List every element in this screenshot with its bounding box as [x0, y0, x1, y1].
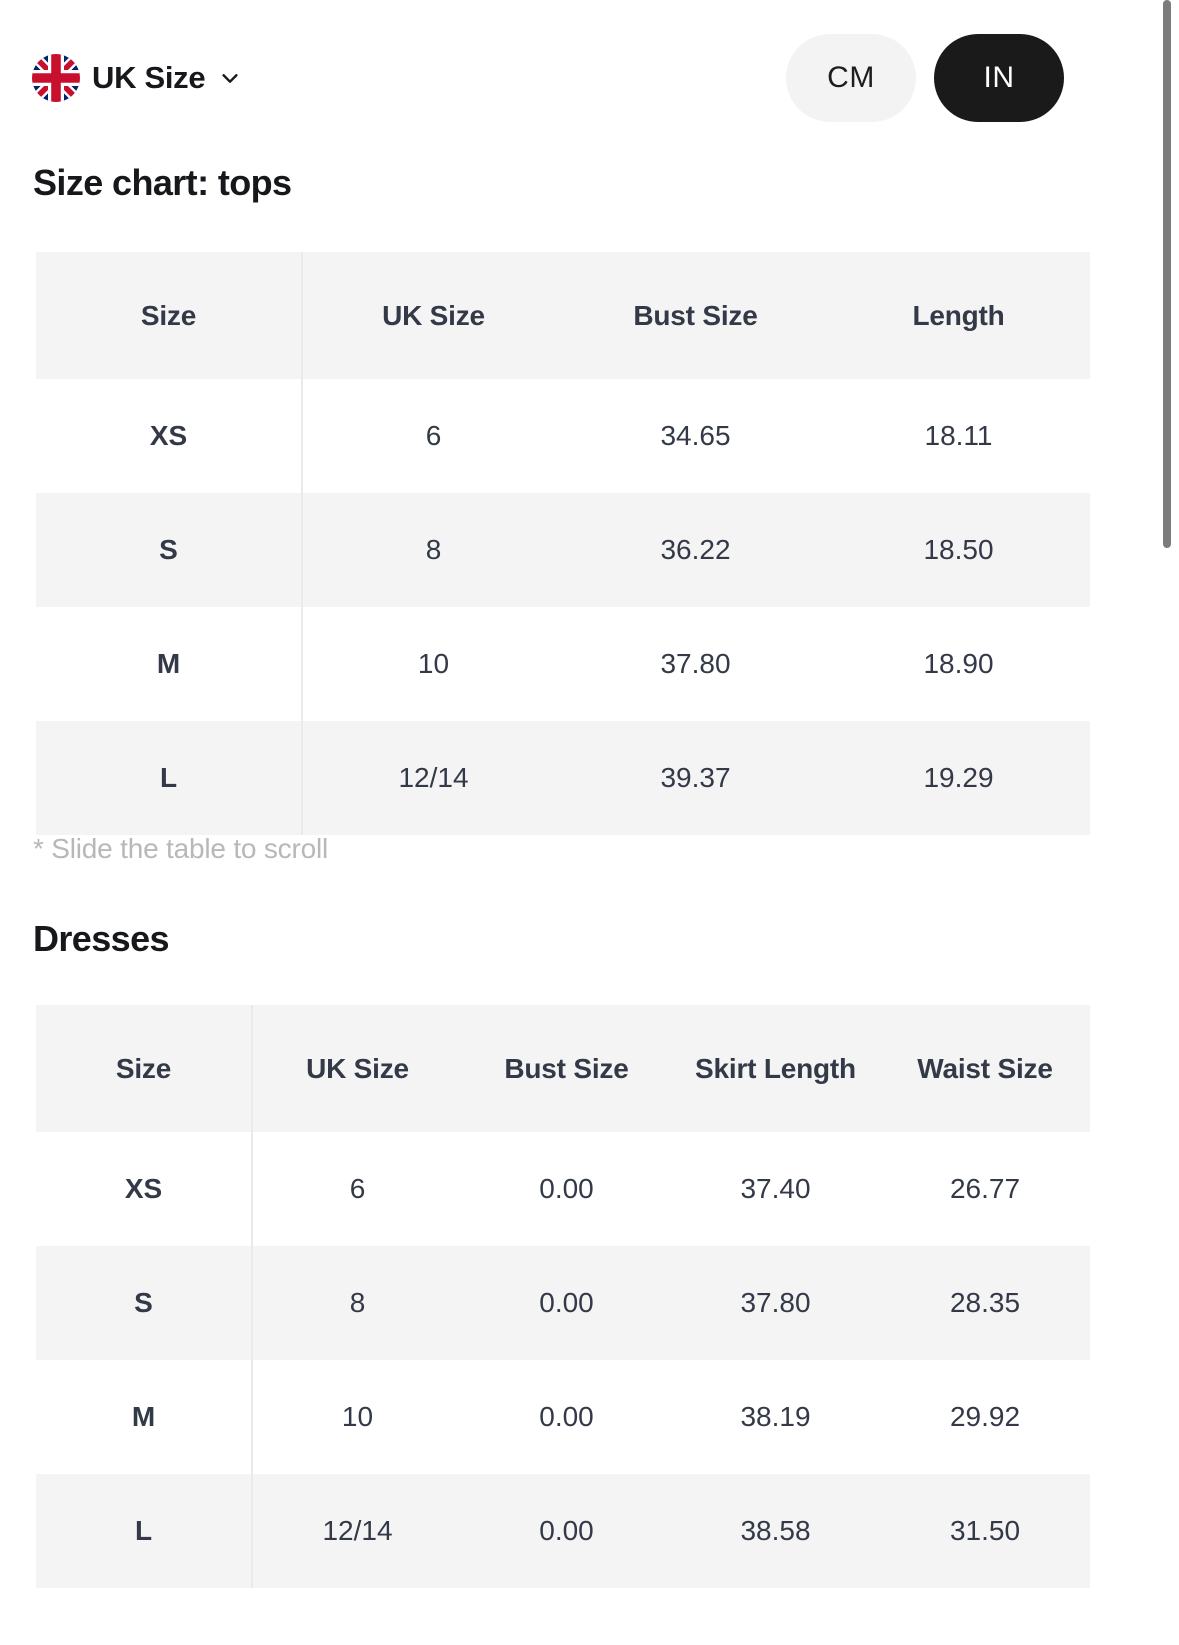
column-header-waist-size: Waist Size: [880, 1005, 1090, 1132]
table-row: S 8 36.22 18.50: [36, 493, 1090, 607]
cell-size: L: [36, 1474, 253, 1588]
column-header-bust-size: Bust Size: [564, 252, 827, 379]
column-header-size: Size: [36, 1005, 253, 1132]
column-header-uk-size: UK Size: [252, 1005, 462, 1132]
cell-size: M: [36, 607, 303, 721]
size-table-tops: Size UK Size Bust Size Length XS 6 34.65…: [36, 252, 1090, 835]
cell-uk-size: 12/14: [252, 1474, 462, 1588]
table-row: L 12/14 0.00 38.58 31.50: [36, 1474, 1090, 1588]
cell-bust-size: 0.00: [462, 1132, 671, 1246]
column-header-uk-size: UK Size: [302, 252, 564, 379]
size-table-dresses: Size UK Size Bust Size Skirt Length Wais…: [36, 1005, 1091, 1588]
cell-bust-size: 37.80: [564, 607, 827, 721]
table-body: XS 6 34.65 18.11 S 8 36.22 18.50 M 10 37…: [36, 379, 1090, 835]
scroll-hint-text: * Slide the table to scroll: [33, 833, 328, 864]
cell-uk-size: 10: [302, 607, 564, 721]
chevron-down-icon: [219, 67, 241, 89]
page-title-tops: Size chart: tops: [33, 162, 292, 203]
region-size-selector[interactable]: UK Size: [32, 54, 241, 102]
cell-waist-size: 29.92: [880, 1360, 1090, 1474]
cell-waist-size: 28.35: [880, 1246, 1090, 1360]
region-label: UK Size: [92, 60, 206, 95]
cell-size: S: [36, 1246, 253, 1360]
unit-button-in[interactable]: IN: [934, 34, 1064, 122]
cell-length: 18.50: [827, 493, 1090, 607]
cell-bust-size: 0.00: [462, 1246, 671, 1360]
column-header-skirt-length: Skirt Length: [671, 1005, 880, 1132]
table-row: XS 6 0.00 37.40 26.77: [36, 1132, 1090, 1246]
cell-size: L: [36, 721, 303, 835]
cell-bust-size: 0.00: [462, 1474, 671, 1588]
cell-uk-size: 8: [302, 493, 564, 607]
cell-size: XS: [36, 1132, 253, 1246]
column-header-length: Length: [827, 252, 1090, 379]
table-row: XS 6 34.65 18.11: [36, 379, 1090, 493]
cell-uk-size: 6: [302, 379, 564, 493]
cell-skirt-length: 37.80: [671, 1246, 880, 1360]
cell-length: 19.29: [827, 721, 1090, 835]
table-row: L 12/14 39.37 19.29: [36, 721, 1090, 835]
table-header-row: Size UK Size Bust Size Skirt Length Wais…: [36, 1005, 1090, 1132]
cell-uk-size: 6: [252, 1132, 462, 1246]
cell-size: XS: [36, 379, 303, 493]
table-body: XS 6 0.00 37.40 26.77 S 8 0.00 37.80 28.…: [36, 1132, 1090, 1588]
cell-size: S: [36, 493, 303, 607]
cell-size: M: [36, 1360, 253, 1474]
page-title-dresses: Dresses: [33, 918, 170, 959]
table-row: M 10 37.80 18.90: [36, 607, 1090, 721]
table-row: M 10 0.00 38.19 29.92: [36, 1360, 1090, 1474]
cell-waist-size: 26.77: [880, 1132, 1090, 1246]
cell-length: 18.11: [827, 379, 1090, 493]
cell-skirt-length: 37.40: [671, 1132, 880, 1246]
size-table-tops-wrapper[interactable]: Size UK Size Bust Size Length XS 6 34.65…: [36, 252, 1090, 835]
cell-bust-size: 0.00: [462, 1360, 671, 1474]
page-scrollbar-thumb[interactable]: [1163, 0, 1171, 548]
table-head: Size UK Size Bust Size Length: [36, 252, 1090, 379]
uk-flag-icon: [32, 54, 80, 102]
cell-length: 18.90: [827, 607, 1090, 721]
header-bar: UK Size CM IN: [0, 32, 1100, 124]
table-header-row: Size UK Size Bust Size Length: [36, 252, 1090, 379]
cell-bust-size: 36.22: [564, 493, 827, 607]
column-header-size: Size: [36, 252, 303, 379]
cell-uk-size: 8: [252, 1246, 462, 1360]
unit-button-cm[interactable]: CM: [786, 34, 916, 122]
table-head: Size UK Size Bust Size Skirt Length Wais…: [36, 1005, 1090, 1132]
table-row: S 8 0.00 37.80 28.35: [36, 1246, 1090, 1360]
unit-toggle-group: CM IN: [786, 34, 1064, 122]
cell-waist-size: 31.50: [880, 1474, 1090, 1588]
cell-uk-size: 12/14: [302, 721, 564, 835]
cell-uk-size: 10: [252, 1360, 462, 1474]
cell-skirt-length: 38.58: [671, 1474, 880, 1588]
cell-bust-size: 34.65: [564, 379, 827, 493]
cell-skirt-length: 38.19: [671, 1360, 880, 1474]
column-header-bust-size: Bust Size: [462, 1005, 671, 1132]
size-table-dresses-wrapper[interactable]: Size UK Size Bust Size Skirt Length Wais…: [36, 1005, 1090, 1588]
cell-bust-size: 39.37: [564, 721, 827, 835]
